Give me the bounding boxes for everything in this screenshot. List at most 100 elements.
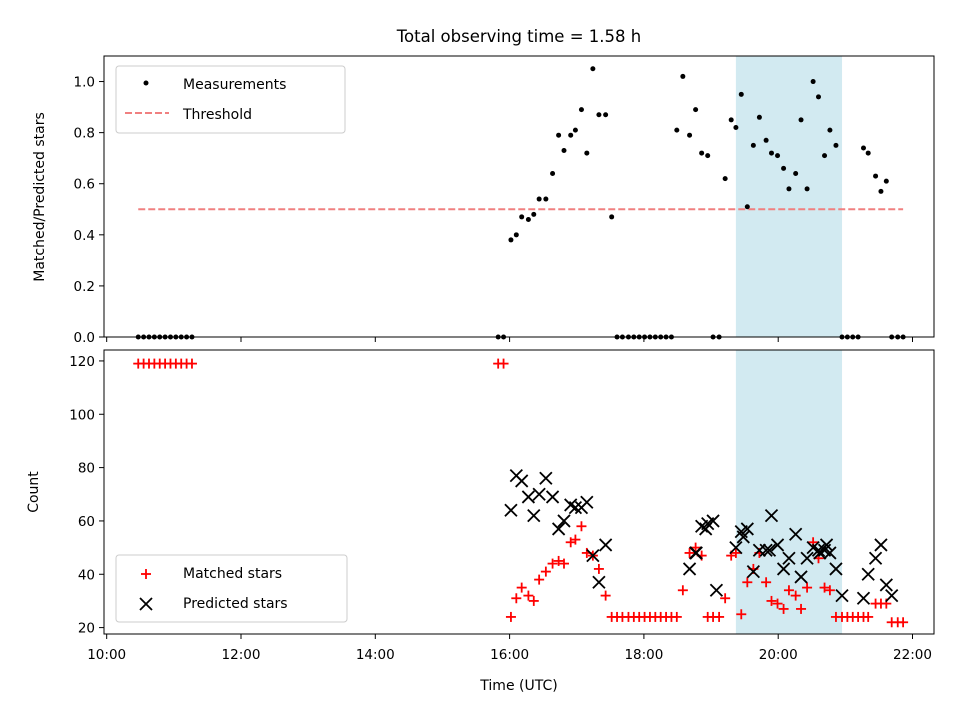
legend-matched-label: Matched stars — [183, 566, 282, 582]
predicted-star-point — [776, 562, 791, 576]
bottom-x-tick-label: 14:00 — [356, 647, 395, 663]
matched-star-point — [736, 609, 747, 620]
bottom-axes-frame — [103, 349, 935, 635]
matched-star-point — [576, 521, 587, 532]
top-y-tick-label: 0.2 — [74, 279, 95, 295]
matched-star-point — [766, 595, 777, 606]
measurement-point — [572, 127, 578, 133]
predicted-star-point — [521, 490, 536, 504]
measurement-point — [693, 107, 699, 113]
top-y-tick-label: 0.4 — [74, 228, 95, 244]
measurement-point — [775, 153, 781, 159]
matched-star-point — [802, 582, 813, 593]
bottom-y-axis-label: Count — [26, 471, 42, 513]
predicted-star-point — [819, 538, 834, 552]
matched-star-point — [772, 598, 783, 609]
bottom-y-tick-label: 40 — [78, 567, 95, 583]
measurement-point — [878, 188, 884, 194]
predicted-star-point — [868, 551, 883, 565]
measurement-point — [873, 173, 879, 179]
predicted-star-point — [709, 583, 724, 597]
top-y-tick-label: 0.8 — [74, 126, 95, 142]
predicted-star-point — [689, 546, 703, 560]
matched-star-point — [600, 590, 611, 601]
measurement-point — [525, 216, 531, 222]
predicted-star-point — [699, 522, 713, 536]
bottom-y-tick-label: 60 — [78, 514, 95, 530]
measurement-point — [609, 214, 615, 220]
predicted-star-point — [740, 522, 754, 536]
predicted-star-point — [682, 562, 697, 576]
predicted-star-point — [532, 487, 546, 501]
measurement-point — [750, 142, 756, 148]
top-legend-box — [115, 65, 346, 134]
predicted-star-point — [557, 514, 571, 528]
predicted-star-points — [504, 468, 899, 605]
measurement-point — [763, 137, 769, 143]
matched-star-point — [824, 585, 835, 596]
matched-star-point — [593, 563, 604, 574]
predicted-star-point — [539, 471, 553, 485]
predicted-star-point — [879, 578, 893, 592]
predicted-star-point — [545, 490, 560, 504]
measurement-point — [883, 178, 889, 184]
predicted-star-point — [515, 474, 529, 488]
predicted-star-point — [885, 588, 899, 603]
bottom-y-tick-label: 80 — [78, 461, 95, 477]
predicted-star-point — [527, 508, 541, 523]
matched-star-point — [714, 611, 725, 622]
predicted-star-point — [504, 503, 518, 517]
predicted-star-point — [789, 527, 803, 541]
measurement-point — [860, 145, 866, 151]
measurement-point — [822, 153, 828, 159]
bottom-y-tick-label: 120 — [69, 354, 95, 370]
matched-star-point — [528, 595, 539, 606]
bottom-x-tick-label: 22:00 — [893, 647, 932, 663]
measurement-point — [584, 150, 590, 156]
x-axis-label: Time (UTC) — [479, 678, 557, 694]
predicted-star-point — [794, 570, 808, 584]
predicted-star-point — [835, 588, 849, 603]
top-legend: Measurements Threshold — [115, 65, 346, 134]
matched-star-points — [133, 358, 909, 628]
measurement-point — [827, 127, 833, 133]
measurement-point — [798, 117, 804, 123]
predicted-star-point — [856, 591, 871, 605]
predicted-star-point — [592, 575, 606, 589]
matched-star-point — [511, 593, 522, 604]
matched-star-point — [730, 547, 741, 558]
measurement-points — [135, 66, 906, 340]
measurement-point — [687, 132, 693, 138]
bottom-x-ticks: 10:00 12:00 14:00 16:00 18:00 20:00 22:00 — [87, 634, 932, 663]
measurement-point — [722, 176, 728, 182]
measurement-point — [738, 91, 744, 97]
matched-star-point — [523, 590, 534, 601]
predicted-star-point — [568, 500, 583, 515]
measurement-point — [768, 150, 774, 156]
measurement-point — [603, 112, 609, 118]
matched-star-point — [761, 577, 772, 588]
matched-star-point — [690, 542, 701, 553]
measurement-point — [744, 204, 750, 210]
top-axes-frame — [103, 55, 935, 338]
measurement-point — [728, 117, 734, 123]
measurement-point — [596, 112, 602, 118]
matched-star-point — [742, 577, 753, 588]
matched-star-point — [534, 574, 545, 585]
matched-star-point — [570, 534, 581, 545]
matched-star-point — [778, 603, 789, 614]
matched-star-point — [796, 603, 807, 614]
predicted-star-point — [861, 567, 875, 581]
matched-star-point — [186, 358, 197, 369]
measurement-point — [536, 196, 542, 202]
matched-star-point — [540, 566, 551, 577]
predicted-star-point — [764, 508, 779, 523]
predicted-star-point — [752, 543, 767, 557]
top-y-tick-label: 1.0 — [74, 75, 95, 91]
legend-measurements-marker — [143, 80, 149, 86]
measurement-point — [508, 237, 514, 243]
measurement-point — [543, 196, 549, 202]
legend-predicted-label: Predicted stars — [183, 596, 288, 612]
predicted-star-point — [800, 551, 814, 565]
predicted-star-point — [762, 543, 777, 557]
